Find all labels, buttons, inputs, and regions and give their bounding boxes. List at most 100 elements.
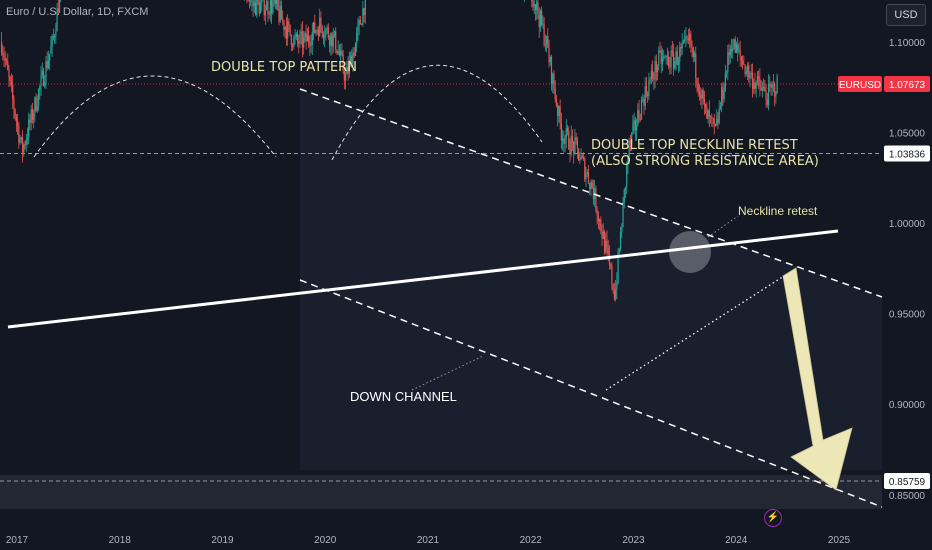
lightning-icon[interactable]: ⚡: [764, 509, 782, 527]
candle-body: [608, 253, 611, 265]
candle-body: [562, 138, 564, 141]
candle-body: [308, 34, 310, 42]
candle-body: [606, 240, 608, 248]
candle-body: [595, 188, 597, 211]
candle-body: [284, 26, 286, 30]
candle-body: [357, 25, 359, 34]
candle-body: [597, 215, 599, 222]
candle-body: [29, 119, 31, 123]
chart-header-title: Euro / U.S. Dollar, 1D, FXCM: [6, 6, 149, 18]
candle-body: [587, 172, 590, 184]
candle-body: [250, 0, 252, 2]
candle-body: [10, 80, 13, 85]
candle-body: [30, 109, 32, 123]
candle-body: [280, 6, 283, 20]
price-level-label: 0.85759: [889, 477, 926, 488]
neckline-retest-label: Neckline retest: [738, 204, 818, 218]
candle-body: [643, 99, 645, 106]
candle-body: [12, 84, 14, 99]
y-tick-label: 0.85000: [889, 491, 926, 502]
candle-body: [298, 40, 300, 44]
candle-body: [36, 106, 38, 111]
candle-body: [343, 71, 345, 81]
candle-body: [310, 45, 312, 46]
candle-body: [622, 201, 624, 228]
candle-body: [611, 266, 613, 285]
candle-body: [776, 75, 778, 94]
candle-body: [771, 84, 773, 88]
candle-body: [691, 45, 693, 48]
candle-body: [356, 33, 358, 44]
candle-body: [33, 113, 35, 120]
symbol-tag: [838, 76, 882, 93]
candle-body: [660, 50, 662, 64]
candle-body: [290, 35, 292, 46]
candle-body: [548, 47, 550, 63]
candle-body: [696, 78, 698, 84]
candle-body: [340, 50, 342, 56]
candle-body: [603, 231, 606, 253]
candle-body: [303, 37, 305, 48]
candle-body: [649, 79, 651, 82]
candle-body: [666, 56, 669, 58]
candle-body: [564, 138, 566, 144]
candle-body: [617, 251, 619, 283]
candle-body: [627, 156, 629, 164]
candle-body: [576, 139, 578, 149]
candle-body: [751, 72, 754, 90]
candle-body: [534, 4, 537, 11]
candle-body: [734, 39, 736, 54]
candle-body: [590, 181, 592, 189]
candle-body: [695, 53, 697, 79]
channel-lower-line: [299, 279, 883, 508]
candle-body: [571, 135, 574, 142]
candle-body: [598, 219, 601, 222]
candle-body: [533, 4, 535, 7]
candle-body: [46, 61, 48, 68]
candle-body: [259, 2, 262, 14]
candle-body: [560, 122, 562, 141]
candle-body: [671, 50, 673, 53]
candle-body: [263, 0, 265, 16]
candle-body: [5, 60, 8, 62]
last-price-tag: [884, 76, 930, 93]
first-top-arc: [33, 75, 277, 158]
candle-body: [322, 34, 325, 38]
candle-body: [602, 231, 604, 239]
x-tick-label: 2021: [417, 535, 440, 546]
candle-body: [256, 0, 258, 16]
candle-body: [324, 35, 326, 38]
candle-body: [693, 53, 696, 58]
candle-body: [724, 73, 726, 92]
candle-body: [623, 189, 625, 202]
candle-body: [299, 34, 301, 44]
candles: [0, 0, 778, 302]
candle-body: [613, 290, 615, 300]
down-channel-label: DOWN CHANNEL: [350, 389, 457, 404]
candle-body: [661, 57, 664, 64]
candle-body: [40, 75, 42, 87]
candle-body: [542, 23, 544, 25]
candle-body: [362, 8, 364, 25]
candle-body: [351, 55, 353, 68]
candle-body: [0, 41, 3, 53]
candle-body: [531, 0, 533, 2]
candle-body: [19, 139, 21, 143]
neckline-retest-heading-line1: DOUBLE TOP NECKLINE RETEST: [591, 138, 798, 153]
currency-button[interactable]: USD: [886, 4, 926, 26]
candle-body: [301, 31, 304, 48]
price-level-tag: [884, 473, 930, 490]
candle-body: [559, 106, 561, 123]
candle-body: [267, 1, 269, 15]
candle-body: [676, 51, 678, 65]
x-tick-label: 2019: [211, 535, 234, 546]
candle-body: [555, 99, 558, 106]
pattern-region: [300, 89, 882, 470]
candle-body: [568, 130, 570, 150]
candle-body: [327, 27, 329, 38]
candle-body: [755, 82, 757, 89]
candle-body: [566, 128, 569, 131]
double-top-label: DOUBLE TOP PATTERN: [211, 60, 357, 75]
candle-body: [700, 94, 702, 99]
